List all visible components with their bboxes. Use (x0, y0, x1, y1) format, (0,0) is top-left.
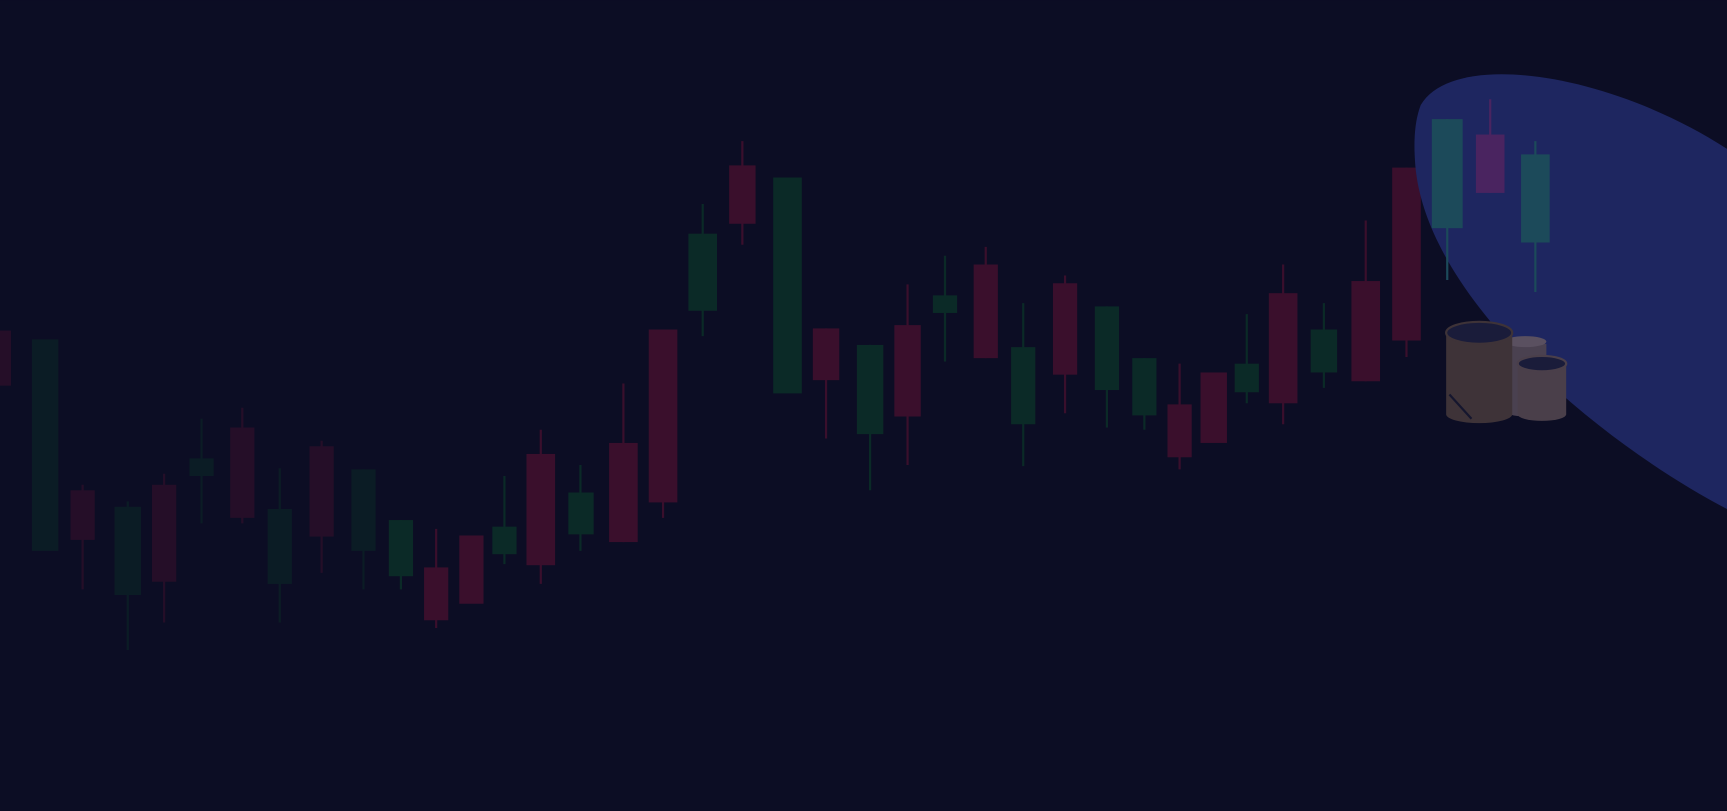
candle (648, 329, 678, 518)
candles-faded (0, 330, 376, 651)
candle-body (388, 520, 414, 577)
candle (1234, 314, 1259, 404)
candle (773, 177, 802, 394)
candle (729, 141, 756, 245)
candle-body (1392, 167, 1421, 341)
candle-body (932, 295, 958, 313)
candle-body (894, 325, 921, 417)
candles (388, 141, 1421, 628)
candle-body (1132, 358, 1157, 416)
candle-body (151, 484, 177, 582)
candle (856, 344, 884, 491)
candle-body (609, 442, 638, 543)
candle (1310, 303, 1338, 388)
candle (309, 440, 334, 573)
candle-body (351, 469, 376, 551)
candle-body (459, 535, 484, 604)
candle-body (1310, 329, 1338, 373)
candle (1094, 306, 1120, 428)
candle-body (1521, 154, 1550, 243)
candle-body (267, 509, 292, 584)
coin-crack (1448, 393, 1473, 420)
candle (1132, 358, 1157, 430)
candle-body (114, 506, 141, 595)
candle-body (1052, 283, 1078, 375)
candle (0, 330, 12, 386)
candle-body (230, 427, 255, 518)
candle-body (648, 329, 678, 503)
coin-back-top (1504, 336, 1547, 348)
coin-front-top (1516, 354, 1568, 373)
candle (230, 407, 255, 524)
candle (388, 520, 414, 590)
coins (1445, 320, 1568, 424)
candle-body (70, 490, 95, 540)
candle (1052, 275, 1078, 414)
candle (1351, 220, 1381, 382)
candle (70, 484, 95, 590)
candle-body (31, 339, 59, 551)
candles-highlighted (1431, 99, 1550, 293)
candle (1167, 363, 1192, 470)
candle (1268, 264, 1298, 425)
candle-body (1011, 347, 1036, 425)
candle (1392, 167, 1421, 358)
candle-body (1351, 281, 1381, 382)
candle-body (688, 233, 718, 311)
candle (526, 429, 556, 584)
candle (114, 501, 141, 651)
candle (151, 473, 177, 623)
candle (973, 246, 998, 359)
candle-body (1200, 372, 1227, 443)
candle (189, 418, 214, 524)
candle (267, 468, 292, 623)
candle (459, 535, 484, 604)
candle-body (773, 177, 802, 394)
candle-body (189, 458, 214, 476)
candle-body (0, 330, 12, 386)
candle-body (812, 328, 840, 381)
candle-body (424, 567, 449, 621)
candle-body (1431, 119, 1463, 229)
candle (894, 284, 921, 465)
candle-body (1167, 404, 1192, 458)
candle (688, 203, 718, 337)
candle-body (1268, 293, 1298, 404)
coin-stack-top (1445, 320, 1514, 345)
candle-body (973, 264, 998, 359)
candle-body (1475, 134, 1505, 193)
candle (492, 475, 517, 565)
candle (568, 464, 594, 551)
candle (424, 528, 449, 628)
candle-body (729, 165, 756, 224)
coin-front (1517, 363, 1567, 421)
candle-body (568, 492, 594, 535)
candle-body (1094, 306, 1120, 391)
candle-body (309, 446, 334, 537)
candle (351, 469, 376, 590)
candle (609, 383, 638, 543)
candle-body (526, 453, 556, 566)
candle-body (492, 526, 517, 555)
candle (812, 328, 840, 439)
candle (932, 255, 958, 362)
candle-body (1234, 363, 1259, 393)
candle (1011, 303, 1036, 467)
candle-body (856, 344, 884, 435)
candle (1200, 372, 1227, 443)
candle (31, 339, 59, 551)
coin-stack (1446, 332, 1513, 424)
